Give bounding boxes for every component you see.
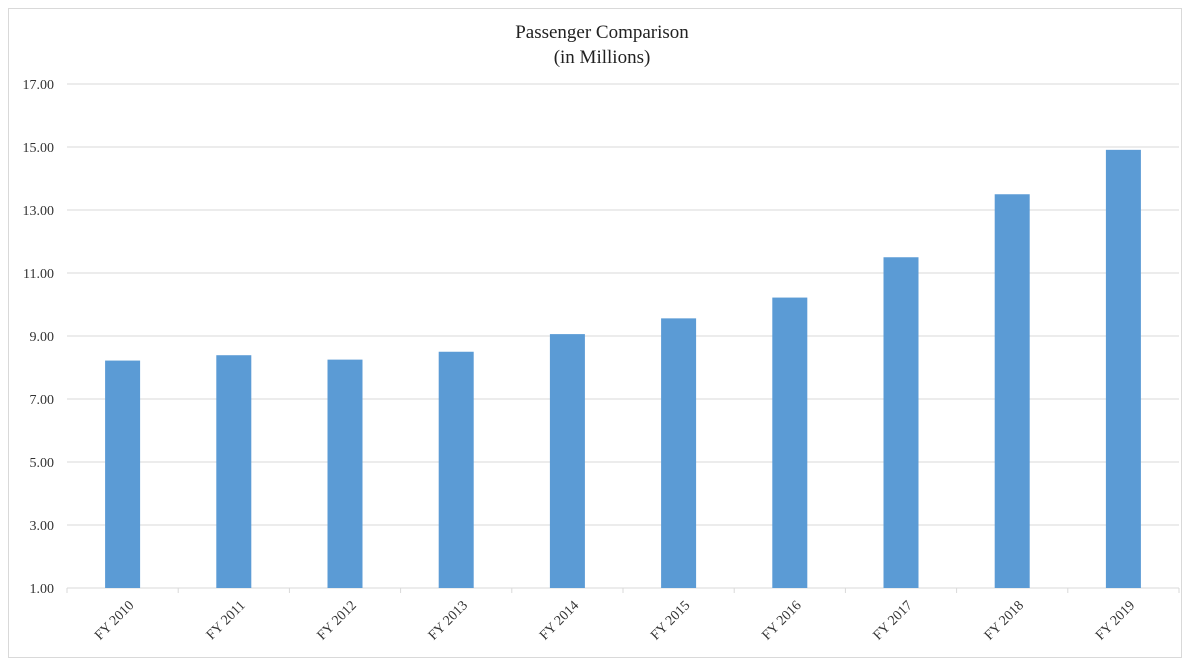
bar <box>883 257 919 588</box>
bar <box>438 351 474 588</box>
y-tick-label: 1.00 <box>30 582 55 597</box>
x-tick-label: FY 2018 <box>982 598 1027 643</box>
bar <box>105 360 141 588</box>
y-tick-label: 13.00 <box>23 204 55 219</box>
chart-frame <box>8 8 1182 658</box>
bar <box>994 194 1030 588</box>
x-tick-label: FY 2010 <box>92 598 137 643</box>
bars <box>105 149 1141 588</box>
bar <box>661 318 697 588</box>
y-tick-label: 11.00 <box>23 267 54 282</box>
x-tick-label: FY 2013 <box>426 598 471 643</box>
bar <box>772 297 808 588</box>
bar <box>216 355 252 588</box>
x-tick-label: FY 2016 <box>759 598 804 643</box>
bar <box>549 334 585 588</box>
bar <box>327 359 363 588</box>
y-tick-label: 9.00 <box>30 330 55 345</box>
chart-title: Passenger Comparison <box>515 22 689 43</box>
x-tick-label: FY 2014 <box>537 598 582 643</box>
x-tick-label: FY 2019 <box>1093 598 1138 643</box>
x-axis-ticks: FY 2010 FY 2011 FY 2012 FY 2013 FY 2014 FY 20… <box>66 588 1180 643</box>
x-tick-label: FY 2012 <box>315 598 360 643</box>
x-tick-label: FY 2017 <box>871 598 916 643</box>
x-tick-label: FY 2015 <box>648 598 693 643</box>
x-tick-label: FY 2011 <box>204 598 249 643</box>
y-axis-ticks: 1.00 3.00 5.00 7.00 9.00 11.00 13.00 15.00 17.00 <box>23 78 55 597</box>
y-tick-label: 17.00 <box>23 78 55 93</box>
y-tick-label: 15.00 <box>23 141 55 156</box>
chart-subtitle: (in Millions) <box>554 47 651 68</box>
y-tick-label: 3.00 <box>30 519 55 534</box>
y-tick-label: 5.00 <box>30 456 55 471</box>
bar <box>1105 149 1141 588</box>
y-tick-label: 7.00 <box>30 393 55 408</box>
gridlines <box>67 83 1179 589</box>
